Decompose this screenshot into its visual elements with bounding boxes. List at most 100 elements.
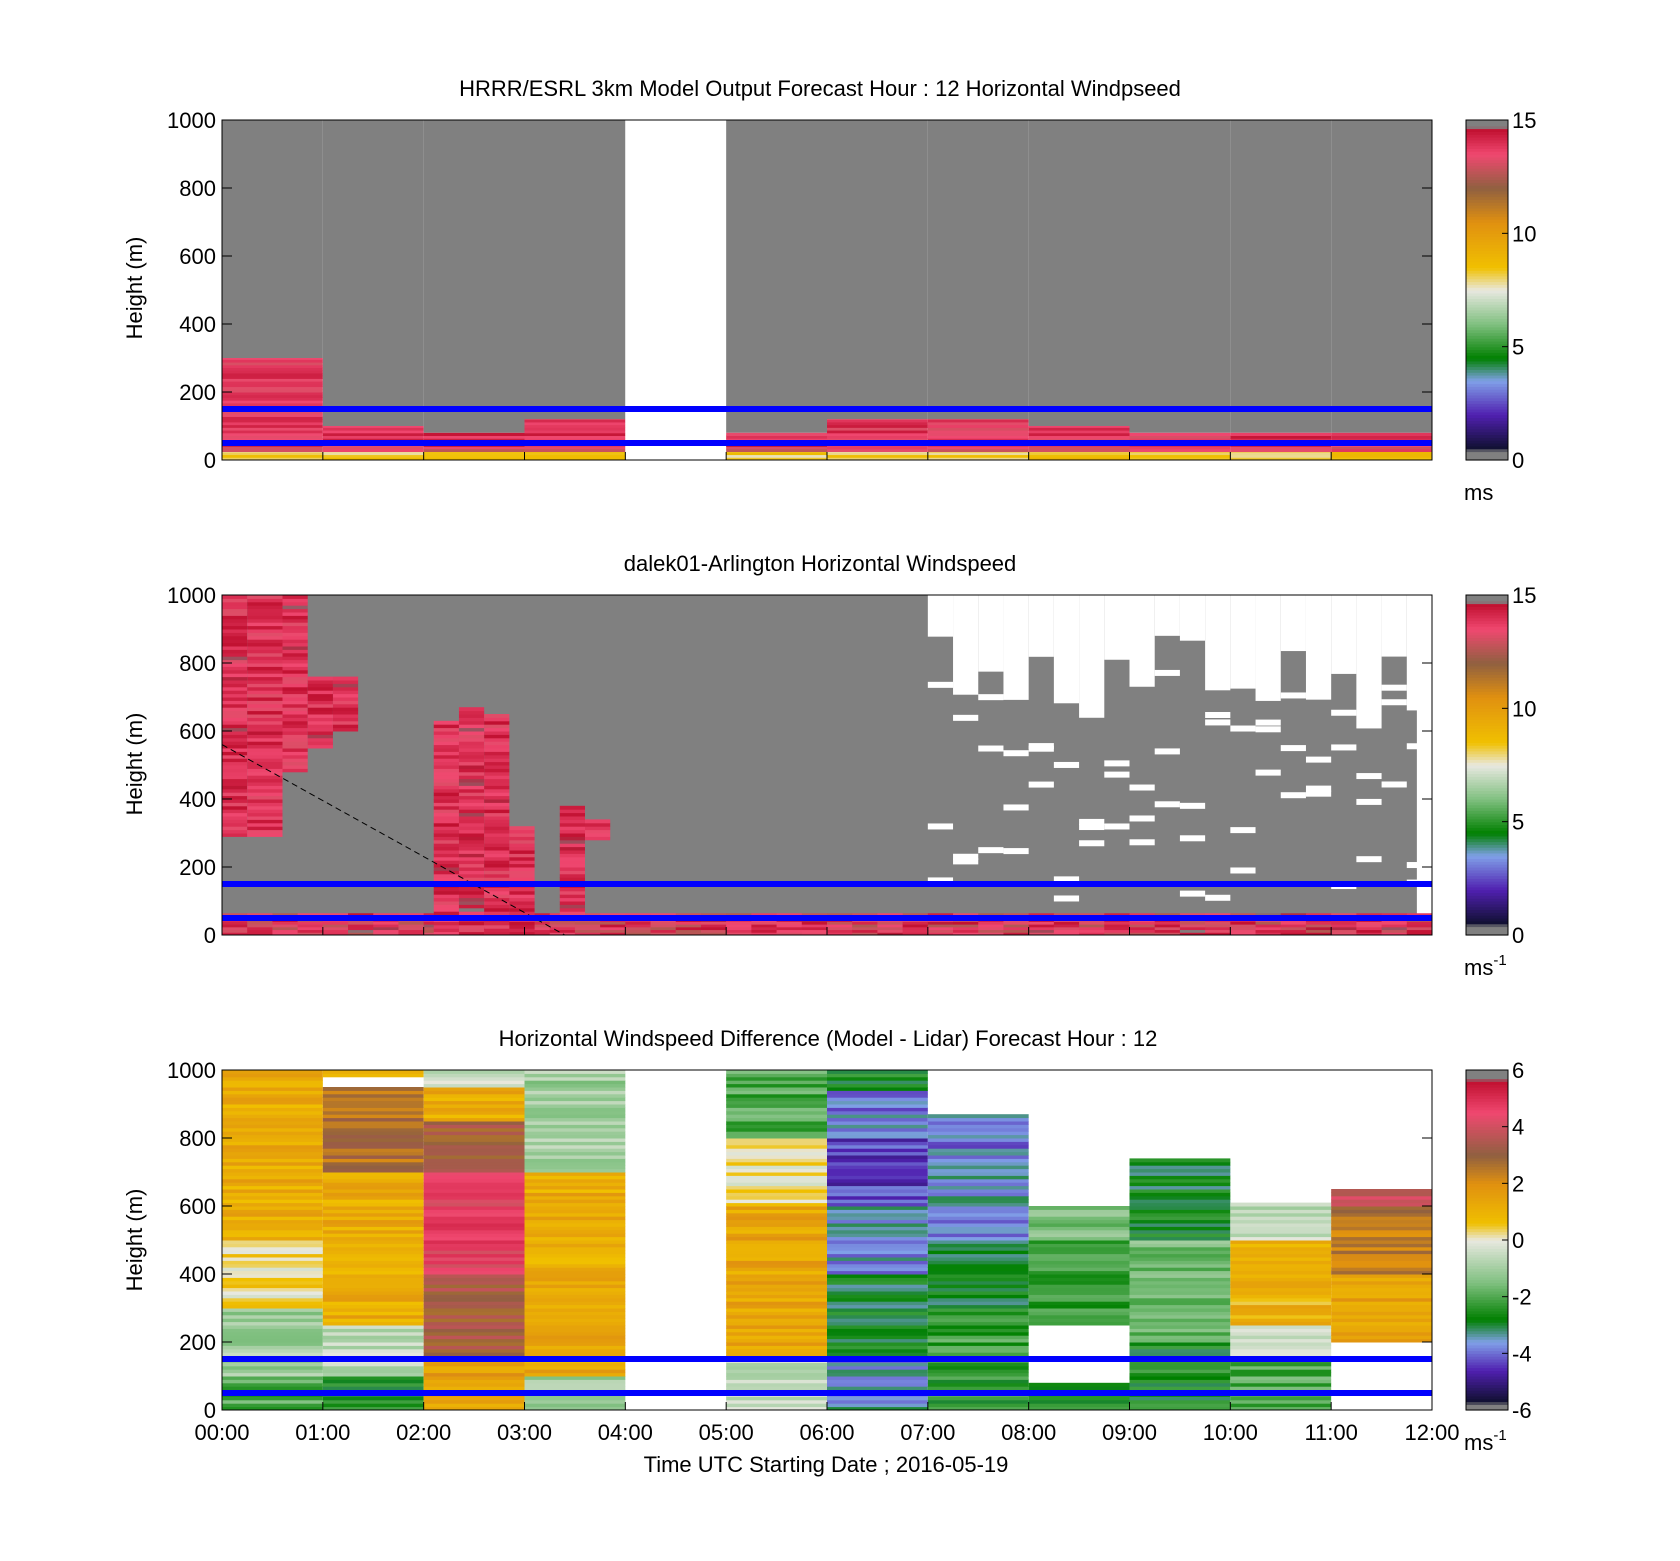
colorbar-cell	[1466, 1208, 1508, 1213]
diff-cell	[1331, 1202, 1432, 1207]
wind-cell	[827, 451, 928, 456]
diff-cell	[726, 1172, 827, 1176]
wind-cell	[282, 605, 308, 610]
diff-cell	[927, 1202, 1029, 1207]
colorbar-cell	[1466, 600, 1508, 605]
wind-cell	[458, 758, 485, 763]
wind-cell	[458, 744, 485, 749]
wind-cell	[222, 822, 248, 827]
colorbar-cell	[1466, 426, 1508, 430]
diff-cell	[222, 1406, 323, 1410]
diff-cell	[1028, 1291, 1130, 1295]
colorbar-cell	[1466, 748, 1508, 752]
diff-cell	[1129, 1192, 1231, 1197]
diff-cell	[927, 1165, 1029, 1170]
wind-cell	[222, 929, 248, 933]
diff-cell	[927, 1253, 1029, 1258]
wind-cell	[559, 836, 585, 841]
colorbar-cell	[1466, 728, 1508, 732]
wind-cell	[282, 754, 308, 759]
colorbar-cell	[1466, 1075, 1508, 1080]
wind-cell	[222, 642, 248, 647]
wind-cell	[1179, 913, 1206, 917]
colorbar-cell	[1466, 1237, 1508, 1241]
diff-cell	[524, 1386, 626, 1391]
colorbar-cell	[1466, 852, 1508, 857]
colorbar-cell	[1466, 1146, 1508, 1150]
diff-cell	[222, 1250, 323, 1255]
colorbar-cell	[1466, 1313, 1508, 1318]
diff-cell	[1230, 1297, 1332, 1302]
wind-cell	[1129, 932, 1156, 935]
wind-cell	[222, 809, 248, 814]
diff-cell	[1230, 1267, 1332, 1272]
wind-cell	[433, 873, 459, 878]
colorbar-cell	[1466, 366, 1508, 370]
wind-cell	[509, 839, 535, 844]
wind-cell	[222, 731, 248, 735]
colorbar-cell	[1466, 773, 1508, 777]
diff-cell	[1028, 1219, 1130, 1224]
xtick-label: 11:00	[1304, 1420, 1357, 1445]
wind-cell	[247, 833, 283, 837]
colorbar-cell	[1466, 694, 1508, 698]
diff-cell	[726, 1352, 827, 1357]
wind-cell	[332, 697, 359, 701]
diff-cell	[222, 1148, 323, 1153]
diff-cell	[524, 1080, 626, 1085]
diff-cell	[423, 1165, 525, 1170]
diff-cell	[726, 1093, 827, 1098]
wind-cell	[423, 438, 525, 442]
wind-cell	[222, 926, 248, 931]
diff-cell	[423, 1121, 525, 1125]
missing-segment	[1104, 771, 1130, 778]
missing-segment	[1154, 748, 1180, 755]
wind-cell	[1230, 929, 1257, 933]
wind-cell	[484, 724, 510, 729]
diff-cell	[423, 1263, 525, 1268]
wind-cell	[484, 894, 510, 899]
wind-cell	[1230, 448, 1332, 452]
wind-cell	[282, 625, 308, 630]
wind-cell	[247, 690, 283, 695]
diff-cell	[1230, 1365, 1332, 1370]
ytick-label: 0	[204, 923, 216, 948]
wind-cell	[509, 890, 535, 895]
wind-cell	[585, 829, 611, 834]
diff-cell	[1129, 1287, 1231, 1292]
wind-cell	[827, 438, 928, 442]
wind-cell	[484, 836, 510, 841]
wind-cell	[433, 924, 459, 929]
wind-cell	[458, 724, 485, 729]
wind-cell	[877, 926, 904, 931]
diff-cell	[222, 1165, 323, 1170]
colorbar-cell	[1466, 1291, 1508, 1295]
diff-cell	[322, 1209, 424, 1214]
diff-cell	[524, 1362, 626, 1367]
colorbar-cell	[1466, 309, 1508, 314]
diff-cell	[1129, 1250, 1231, 1255]
colorbar-cell	[1466, 742, 1508, 746]
diff-cell	[1129, 1199, 1231, 1204]
diff-cell	[726, 1294, 827, 1299]
diff-cell	[827, 1236, 928, 1241]
diff-cell	[1129, 1233, 1231, 1238]
diff-cell	[524, 1172, 626, 1176]
diff-cell	[322, 1093, 424, 1098]
wind-cell	[1230, 913, 1257, 917]
wind-cell	[247, 659, 283, 664]
wind-cell	[1129, 926, 1156, 931]
diff-cell	[322, 1114, 424, 1119]
diff-cell	[524, 1399, 626, 1404]
wind-cell	[574, 932, 601, 935]
diff-cell	[222, 1189, 323, 1193]
wind-cell	[852, 913, 878, 917]
wind-cell	[927, 926, 954, 931]
diff-cell	[726, 1277, 827, 1282]
colorbar-cell	[1466, 1367, 1508, 1371]
colorbar-cell	[1466, 1381, 1508, 1386]
diff-cell	[1230, 1304, 1332, 1309]
colorbar-cell	[1466, 224, 1508, 229]
colorbar-cell	[1466, 1240, 1508, 1244]
diff-cell	[1331, 1229, 1432, 1234]
